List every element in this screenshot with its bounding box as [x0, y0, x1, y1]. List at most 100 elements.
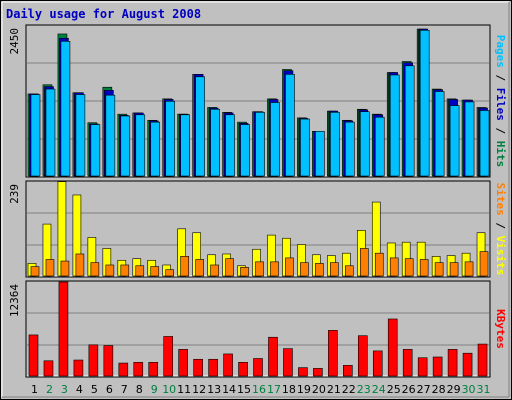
bar	[180, 256, 189, 277]
bar	[434, 262, 444, 277]
panel-visits-sites: 239 Sites / Visits	[8, 180, 507, 278]
day-label: 11	[177, 383, 191, 396]
bar	[359, 111, 370, 177]
day-label: 5	[91, 383, 98, 396]
bar	[315, 131, 325, 177]
bar	[120, 264, 130, 277]
bar	[330, 112, 340, 177]
day-label: 31	[477, 383, 491, 396]
day-label: 17	[267, 383, 281, 396]
day-label: 10	[162, 383, 176, 396]
bar	[105, 264, 115, 277]
series-label: Pages / Files / Hits	[494, 35, 507, 168]
day-label: 23	[357, 383, 371, 396]
bar	[105, 94, 116, 177]
day-label: 27	[417, 383, 431, 396]
bar	[345, 121, 355, 177]
bar	[120, 115, 131, 177]
series-label-part: Hits	[494, 141, 507, 168]
ymax-label: 12364	[8, 284, 21, 317]
series-label-part: Sites	[494, 183, 507, 216]
bar	[419, 29, 430, 177]
series-label-part: /	[494, 121, 507, 141]
day-label: 26	[402, 383, 416, 396]
day-label: 6	[106, 383, 113, 396]
day-label: 7	[121, 383, 128, 396]
day-label: 29	[447, 383, 461, 396]
day-label: 22	[342, 383, 356, 396]
bar	[449, 262, 459, 277]
bar	[285, 74, 295, 177]
ymax-label: 239	[8, 184, 21, 204]
panel-hits-files-pages: 2450 Pages / Files / Hits	[8, 24, 507, 178]
bar	[300, 262, 309, 277]
day-label: 21	[327, 383, 341, 396]
bar	[300, 118, 310, 177]
day-label: 24	[372, 383, 386, 396]
bar	[389, 257, 399, 277]
bar	[135, 265, 145, 277]
bar	[210, 108, 220, 177]
bar	[135, 114, 146, 177]
bar	[210, 264, 219, 277]
bar	[417, 357, 428, 377]
bar	[343, 365, 353, 377]
bar	[150, 121, 161, 177]
bar	[285, 257, 294, 277]
bar	[163, 336, 174, 377]
day-label: 18	[282, 383, 296, 396]
bar	[88, 344, 99, 377]
bar	[464, 261, 474, 277]
day-label: 1	[31, 383, 38, 396]
day-label: 15	[237, 383, 251, 396]
bar	[328, 330, 338, 377]
series-label-part: /	[494, 216, 507, 236]
bar	[90, 124, 101, 177]
bar	[447, 349, 458, 377]
chart-panels: 2450 Pages / Files / Hits 239 Sites / Visit…	[8, 24, 507, 378]
day-label: 13	[207, 383, 221, 396]
bar	[449, 105, 460, 177]
bar	[359, 248, 369, 277]
bar	[479, 251, 489, 277]
bar	[270, 102, 280, 177]
bar	[464, 101, 475, 177]
day-label: 14	[222, 383, 236, 396]
bar	[357, 335, 368, 377]
bar	[75, 253, 85, 277]
day-labels: 1 2 3 4 5 6 7 8 9 10 11 12 13 14 15 16 17 18 19 20 21 22 23 24 2…	[31, 383, 491, 396]
bar	[387, 318, 398, 377]
bar	[374, 252, 384, 277]
bar	[255, 261, 264, 277]
bar	[477, 343, 488, 377]
bar	[75, 94, 86, 177]
bar	[178, 349, 188, 377]
bar	[193, 358, 203, 377]
bar	[148, 362, 159, 377]
bar	[330, 262, 339, 277]
bar	[118, 362, 129, 377]
series-pages	[30, 29, 490, 177]
bar	[43, 360, 54, 377]
bar	[30, 94, 41, 177]
panel-kbytes: 12364 KBytes	[8, 280, 507, 378]
ymax-label: 2450	[8, 28, 21, 55]
bar	[462, 352, 473, 377]
bar	[434, 91, 445, 177]
day-label: 9	[151, 383, 158, 396]
day-label: 30	[462, 383, 476, 396]
bar	[60, 260, 70, 277]
bar	[225, 258, 234, 277]
day-label: 3	[61, 383, 68, 396]
day-label: 2	[46, 383, 53, 396]
bar	[45, 88, 56, 177]
bar	[58, 281, 69, 377]
bar	[165, 269, 175, 277]
bar	[60, 41, 71, 177]
series-label-part: Pages	[494, 35, 507, 68]
day-label: 12	[192, 383, 206, 396]
series-label-part: /	[494, 68, 507, 88]
series-label-part: Files	[494, 88, 507, 121]
series-label: Sites / Visits	[494, 183, 507, 276]
bar	[240, 124, 250, 177]
